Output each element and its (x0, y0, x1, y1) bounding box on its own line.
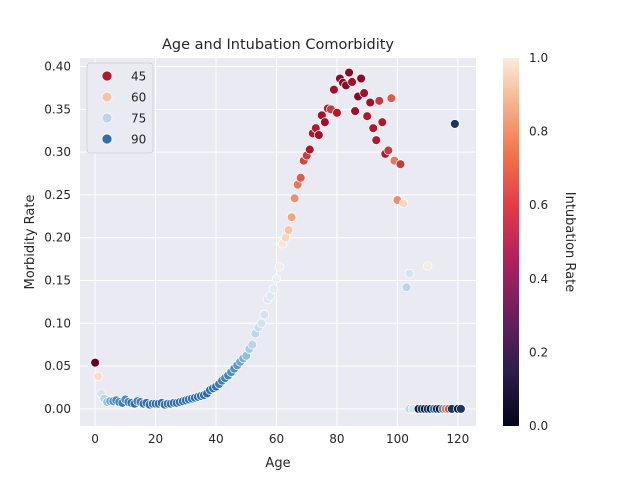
data-point (374, 96, 385, 106)
data-point (259, 309, 270, 320)
x-tick-label: 60 (269, 432, 284, 446)
data-point (401, 282, 412, 293)
x-tick-label: 120 (446, 432, 469, 446)
data-point (365, 97, 375, 108)
legend: 45 60 75 90 (86, 62, 154, 154)
data-point (304, 144, 315, 155)
data-point (283, 225, 294, 235)
y-tick-label: 0.05 (44, 359, 71, 373)
data-point (329, 84, 339, 95)
colorbar-tick-labels: 0.0 0.2 0.4 0.6 0.8 1.0 (529, 51, 548, 433)
legend-label: 75 (131, 112, 146, 126)
scatter-points (90, 67, 466, 414)
data-point (450, 119, 460, 129)
y-axis-label: Morbidity Rate (23, 195, 38, 290)
y-tick-label: 0.10 (44, 316, 71, 330)
colorbar: 0.0 0.2 0.4 0.6 0.8 1.0 Intubation Rate (503, 51, 577, 433)
legend-marker (101, 91, 113, 103)
x-tick-label: 100 (386, 432, 409, 446)
data-point (332, 108, 342, 118)
y-tick-labels: 0.00 0.05 0.10 0.15 0.20 0.25 0.30 0.35 0.40 (44, 60, 71, 416)
data-point (268, 284, 279, 294)
y-tick-label: 0.35 (44, 102, 71, 116)
colorbar-gradient (503, 58, 519, 426)
data-point (356, 73, 366, 84)
data-point (359, 88, 369, 98)
data-point (271, 274, 282, 284)
data-point (386, 93, 397, 103)
data-point (344, 67, 354, 78)
colorbar-label: Intubation Rate (562, 192, 577, 292)
legend-label: 90 (131, 133, 146, 147)
y-tick-label: 0.00 (44, 402, 71, 416)
data-point (93, 371, 103, 382)
legend-marker (101, 112, 113, 124)
y-tick-label: 0.30 (44, 145, 71, 159)
data-point (377, 117, 388, 127)
data-point (404, 268, 415, 279)
data-point (371, 135, 381, 145)
y-tick-label: 0.25 (44, 188, 71, 202)
chart-title: Age and Intubation Comorbidity (162, 37, 394, 53)
data-point (314, 130, 324, 140)
data-point (274, 262, 285, 272)
legend-label: 60 (131, 91, 146, 105)
x-tick-label: 20 (148, 432, 163, 446)
x-tick-label: 80 (329, 432, 344, 446)
legend-marker (101, 70, 113, 82)
data-point (90, 357, 100, 368)
data-point (368, 123, 378, 133)
x-tick-label: 40 (208, 432, 223, 446)
colorbar-tick-label: 0.0 (529, 419, 548, 433)
data-point (286, 212, 297, 222)
data-point (347, 77, 357, 87)
x-tick-label: 0 (91, 432, 99, 446)
data-point (256, 318, 267, 329)
colorbar-tick-label: 0.4 (529, 272, 548, 286)
data-point (422, 261, 433, 271)
colorbar-tick-label: 0.8 (529, 125, 548, 139)
colorbar-tick-label: 1.0 (529, 51, 548, 65)
data-point (383, 145, 394, 156)
data-point (395, 159, 406, 169)
y-tick-label: 0.40 (44, 60, 71, 74)
data-point (295, 173, 306, 183)
data-point (398, 198, 409, 209)
data-point (350, 106, 360, 116)
y-tick-label: 0.15 (44, 274, 71, 288)
colorbar-tick-label: 0.6 (529, 198, 548, 212)
legend-box (86, 62, 154, 154)
data-point (289, 193, 300, 204)
data-point (456, 404, 466, 414)
data-point (247, 339, 258, 350)
data-point (320, 117, 330, 127)
legend-marker (101, 133, 113, 145)
x-tick-labels: 0 20 40 60 80 100 120 (91, 432, 469, 446)
data-point (362, 111, 372, 121)
legend-label: 45 (131, 70, 146, 84)
colorbar-tick-label: 0.2 (529, 345, 548, 359)
x-axis-label: Age (265, 456, 290, 471)
y-tick-label: 0.20 (44, 231, 71, 245)
